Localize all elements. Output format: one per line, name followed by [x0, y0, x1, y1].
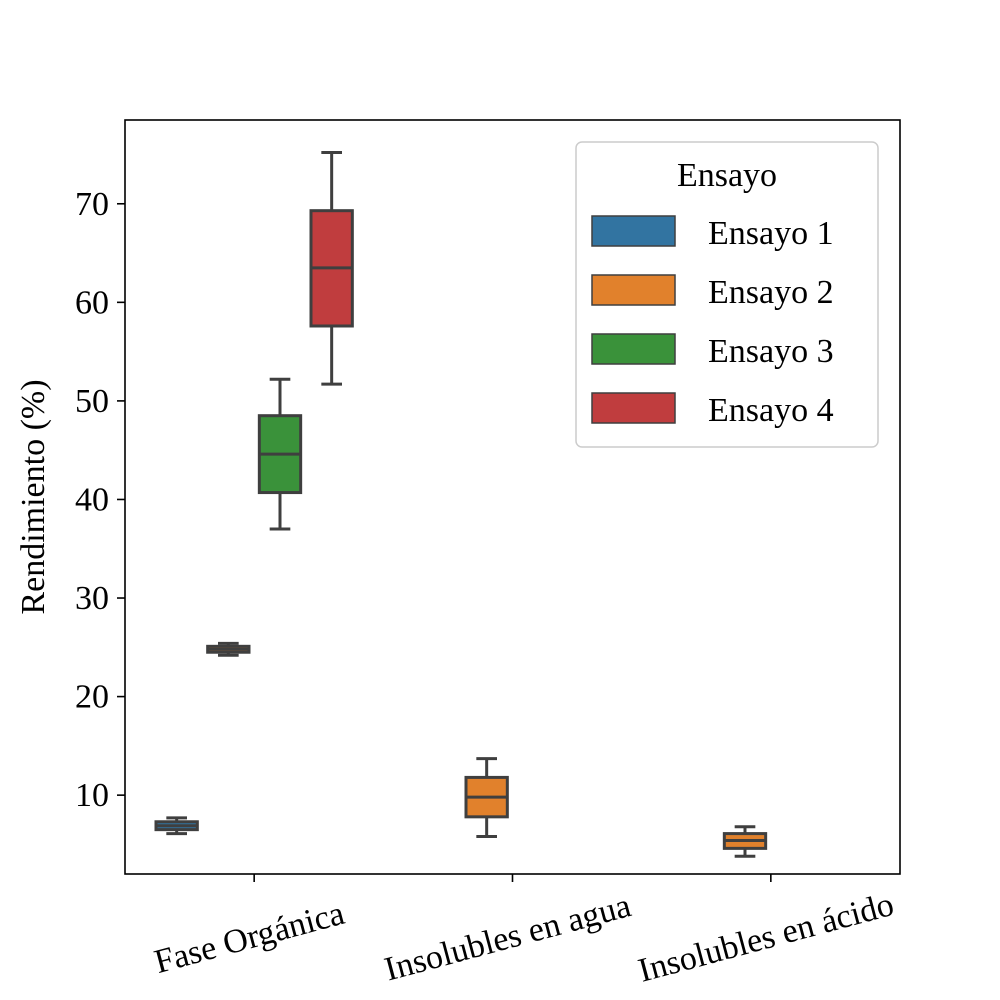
box-ensayo-2 [464, 757, 509, 839]
legend-swatch [591, 274, 676, 306]
y-tick-label: 60 [75, 284, 109, 321]
x-tick-label: Fase Orgánica [151, 895, 349, 981]
x-tick-label: Insolubles en agua [381, 887, 635, 988]
y-tick-label: 40 [75, 481, 109, 518]
legend-swatch [591, 392, 676, 424]
legend: Ensayo Ensayo 1 Ensayo 2 Ensayo 3 Ensayo 4 [575, 141, 879, 448]
x-tick-label: Insolubles en ácido [635, 886, 898, 990]
box-ensayo-3 [257, 377, 303, 531]
box-ensayo-2 [206, 641, 251, 657]
legend-label: Ensayo 2 [708, 274, 834, 311]
legend-swatch [591, 215, 676, 247]
y-tick-label: 10 [75, 777, 109, 814]
y-tick-label: 70 [75, 186, 109, 223]
legend-label: Ensayo 3 [708, 333, 834, 370]
legend-label: Ensayo 4 [708, 392, 834, 429]
y-axis: 10 20 30 40 50 60 70 [75, 186, 125, 814]
y-tick-label: 20 [75, 679, 109, 716]
boxes-layer [154, 151, 768, 858]
legend-label: Ensayo 1 [708, 215, 834, 252]
y-tick-label: 50 [75, 383, 109, 420]
legend-swatch [591, 333, 676, 365]
box-ensayo-1 [154, 816, 199, 836]
legend-title: Ensayo [677, 157, 777, 194]
y-axis-label: Rendimiento (%) [15, 379, 52, 614]
box-ensayo-4 [309, 151, 354, 386]
x-axis: Fase Orgánica Insolubles en agua Insoluble… [151, 874, 898, 990]
y-tick-label: 30 [75, 580, 109, 617]
box-ensayo-2 [722, 825, 768, 858]
legend-entries: Ensayo 1 Ensayo 2 Ensayo 3 Ensayo 4 [591, 215, 834, 429]
